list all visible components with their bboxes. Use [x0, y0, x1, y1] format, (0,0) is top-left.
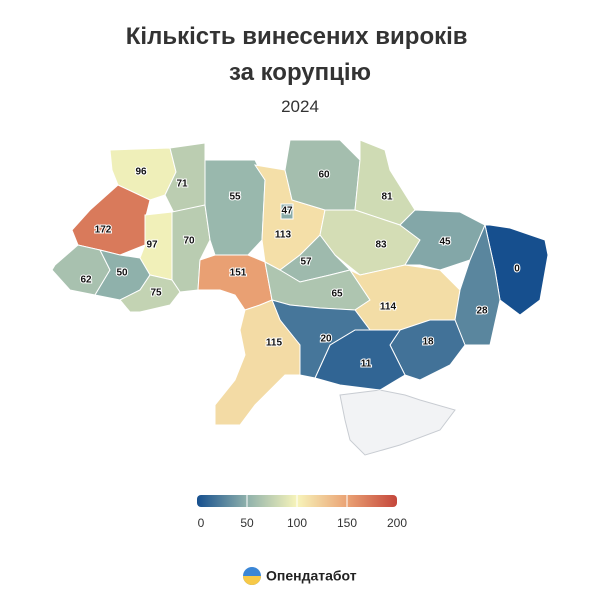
regions — [51, 139, 549, 426]
colorbar-tick-label: 50 — [240, 516, 254, 530]
value-label: 47 — [281, 206, 293, 217]
value-label: 11 — [361, 359, 372, 370]
colorbar-tick-label: 100 — [287, 516, 307, 530]
colorbar-tick-label: 200 — [387, 516, 407, 530]
value-label: 60 — [318, 170, 330, 181]
value-label: 57 — [300, 257, 312, 268]
brand: Опендатабот — [266, 568, 357, 584]
value-label: 45 — [439, 237, 451, 248]
value-label: 62 — [80, 275, 92, 286]
value-label: 70 — [183, 236, 195, 247]
colorbar-ticks: 0 50 100 150 200 — [198, 495, 407, 530]
value-label: 65 — [331, 289, 343, 300]
labels: 96 71 172 97 70 62 50 75 55 151 113 47 60 81 83 57 65 45 0… — [79, 166, 521, 371]
value-label: 172 — [95, 225, 112, 236]
value-label: 113 — [275, 230, 292, 241]
value-label: 18 — [422, 337, 434, 348]
region — [280, 203, 294, 220]
value-label: 151 — [230, 268, 247, 279]
value-label: 83 — [375, 240, 387, 251]
value-label: 50 — [116, 268, 128, 279]
chart-title-line: за корупцію — [229, 59, 371, 86]
logo-half — [243, 576, 261, 585]
region — [71, 184, 151, 256]
chart-title: Кількість винесених вироків за корупцію — [126, 23, 474, 86]
colorbar-tick-label: 150 — [337, 516, 357, 530]
chart-title-line: Кількість винесених вироків — [126, 23, 468, 50]
value-label: 0 — [514, 264, 520, 275]
region — [119, 274, 181, 313]
region — [197, 254, 273, 311]
crimea — [339, 389, 456, 456]
chart-subtitle: 2024 — [281, 97, 319, 116]
value-label: 81 — [381, 192, 393, 203]
region — [214, 299, 301, 426]
region — [354, 139, 416, 226]
region — [399, 209, 486, 271]
value-label: 55 — [229, 192, 241, 203]
value-label: 71 — [176, 179, 188, 190]
value-label: 20 — [320, 334, 332, 345]
region — [204, 159, 266, 256]
value-label: 115 — [266, 338, 283, 349]
colorbar-tick-label: 0 — [198, 516, 205, 530]
value-label: 114 — [380, 302, 397, 313]
value-label: 96 — [135, 167, 147, 178]
value-label: 75 — [150, 288, 162, 299]
value-label: 28 — [476, 306, 488, 317]
value-label: 97 — [146, 240, 158, 251]
